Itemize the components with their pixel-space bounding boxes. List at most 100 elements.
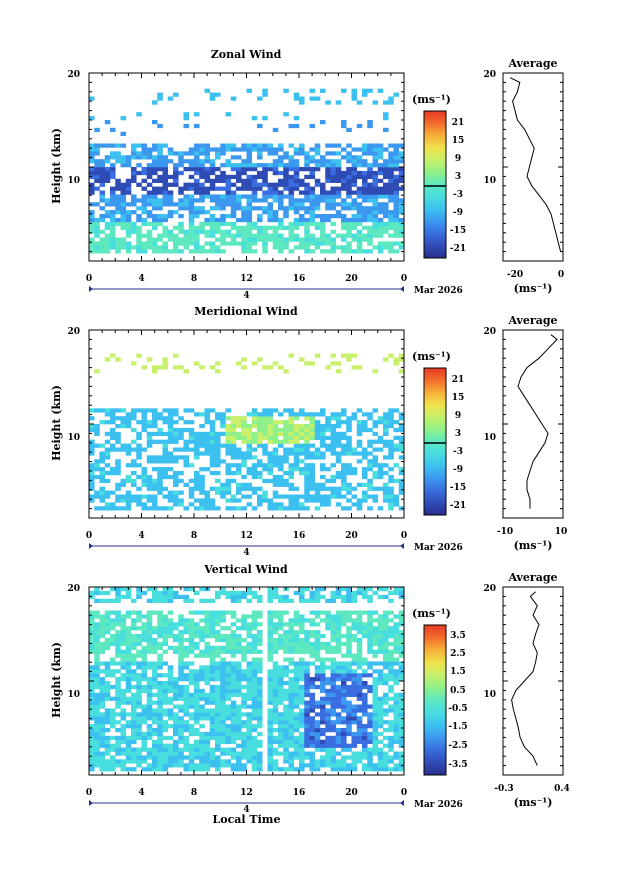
heatmap-cell [272,494,279,499]
heatmap-cell [178,190,184,195]
heatmap-cell [131,194,137,199]
heatmap-cell [341,587,347,592]
heatmap-cell [272,641,279,647]
heatmap-cell [293,661,300,666]
heatmap-cell [309,463,316,468]
heatmap-cell [136,112,142,117]
heatmap-cell [230,610,237,615]
heatmap-cell [346,645,352,650]
heatmap-cell [115,237,121,242]
heatmap-cell [136,590,142,596]
x-tick-label: 0 [86,788,92,798]
heatmap-cell [320,494,326,499]
heatmap-cell [362,622,368,627]
heatmap-cell [115,669,121,674]
heatmap-cell [262,233,268,238]
heatmap-cell [283,163,289,168]
heatmap-cell [104,494,111,499]
heatmap-cell [246,630,253,635]
heatmap-cell [162,661,169,666]
heatmap-cell [330,463,337,468]
heatmap-cell [299,688,305,694]
heatmap-cell [278,206,284,211]
heatmap-area [89,88,405,254]
heatmap-cell [341,206,347,211]
heatmap-cell [94,759,100,764]
heatmap-cell [131,724,137,729]
heatmap-cell [236,155,242,160]
heatmap-cell [173,439,179,444]
heatmap-cell [94,159,100,164]
heatmap-cell [236,233,242,238]
heatmap-cell [89,735,95,741]
heatmap-cell [388,490,394,495]
heatmap-cell [236,163,242,168]
heatmap-cell [131,167,137,172]
heatmap-cell [246,424,253,429]
heatmap-cell [398,143,405,148]
heatmap-cell [330,598,337,603]
heatmap-cell [188,494,195,499]
heatmap-cell [209,645,216,650]
heatmap-cell [314,237,321,242]
heatmap-cell [104,241,111,246]
x-tick-label: 8 [191,531,197,541]
heatmap-cell [199,174,205,180]
heatmap-cell [304,163,310,168]
heatmap-cell [257,186,263,191]
heatmap-cell [341,123,347,129]
heatmap-cell [330,159,337,164]
heatmap-cell [283,194,289,199]
heatmap-cell [241,416,247,421]
heatmap-cell [204,614,211,619]
heatmap-cell [398,712,405,717]
heatmap-cell [335,361,342,366]
heatmap-cell [267,435,274,440]
heatmap-cell [188,202,195,207]
heatmap-cell [346,127,352,133]
heatmap-cell [346,598,352,603]
heatmap-cell [293,498,300,503]
heatmap-cell [383,610,389,615]
heatmap-cell [162,641,169,647]
heatmap-cell [104,455,111,460]
heatmap-cell [230,665,237,670]
heatmap-cell [178,724,184,729]
heatmap-cell [178,637,184,643]
heatmap-cell [188,712,195,717]
heatmap-cell [304,427,310,433]
heatmap-cell [162,688,169,694]
heatmap-cell [278,159,284,164]
heatmap-cell [362,739,368,744]
heatmap-cell [351,182,358,187]
heatmap-cell [225,728,232,733]
heatmap-cell [220,237,226,242]
heatmap-cell [94,598,100,603]
heatmap-cell [393,420,400,425]
heatmap-cell [377,463,384,468]
heatmap-cell [94,467,100,472]
heatmap-cell [272,728,279,733]
heatmap-cell [110,724,116,729]
heatmap-cell [272,431,279,437]
heatmap-cell [167,431,174,437]
heatmap-cell [309,634,316,639]
heatmap-cell [377,186,384,191]
heatmap-cell [351,451,358,456]
heatmap-cell [288,182,295,187]
heatmap-cell [125,677,132,682]
heatmap-cell [131,155,137,160]
heatmap-cell [152,743,158,748]
heatmap-cell [188,724,195,729]
heatmap-cell [362,217,368,223]
heatmap-cell [330,712,337,717]
heatmap-cell [220,443,226,448]
heatmap-cell [220,712,226,717]
heatmap-cell [325,618,331,623]
heatmap-cell [356,451,363,456]
heatmap-cell [330,167,337,172]
heatmap-cell [89,217,95,223]
heatmap-cell [362,214,368,219]
heatmap-cell [367,618,373,623]
heatmap-cell [267,610,274,615]
